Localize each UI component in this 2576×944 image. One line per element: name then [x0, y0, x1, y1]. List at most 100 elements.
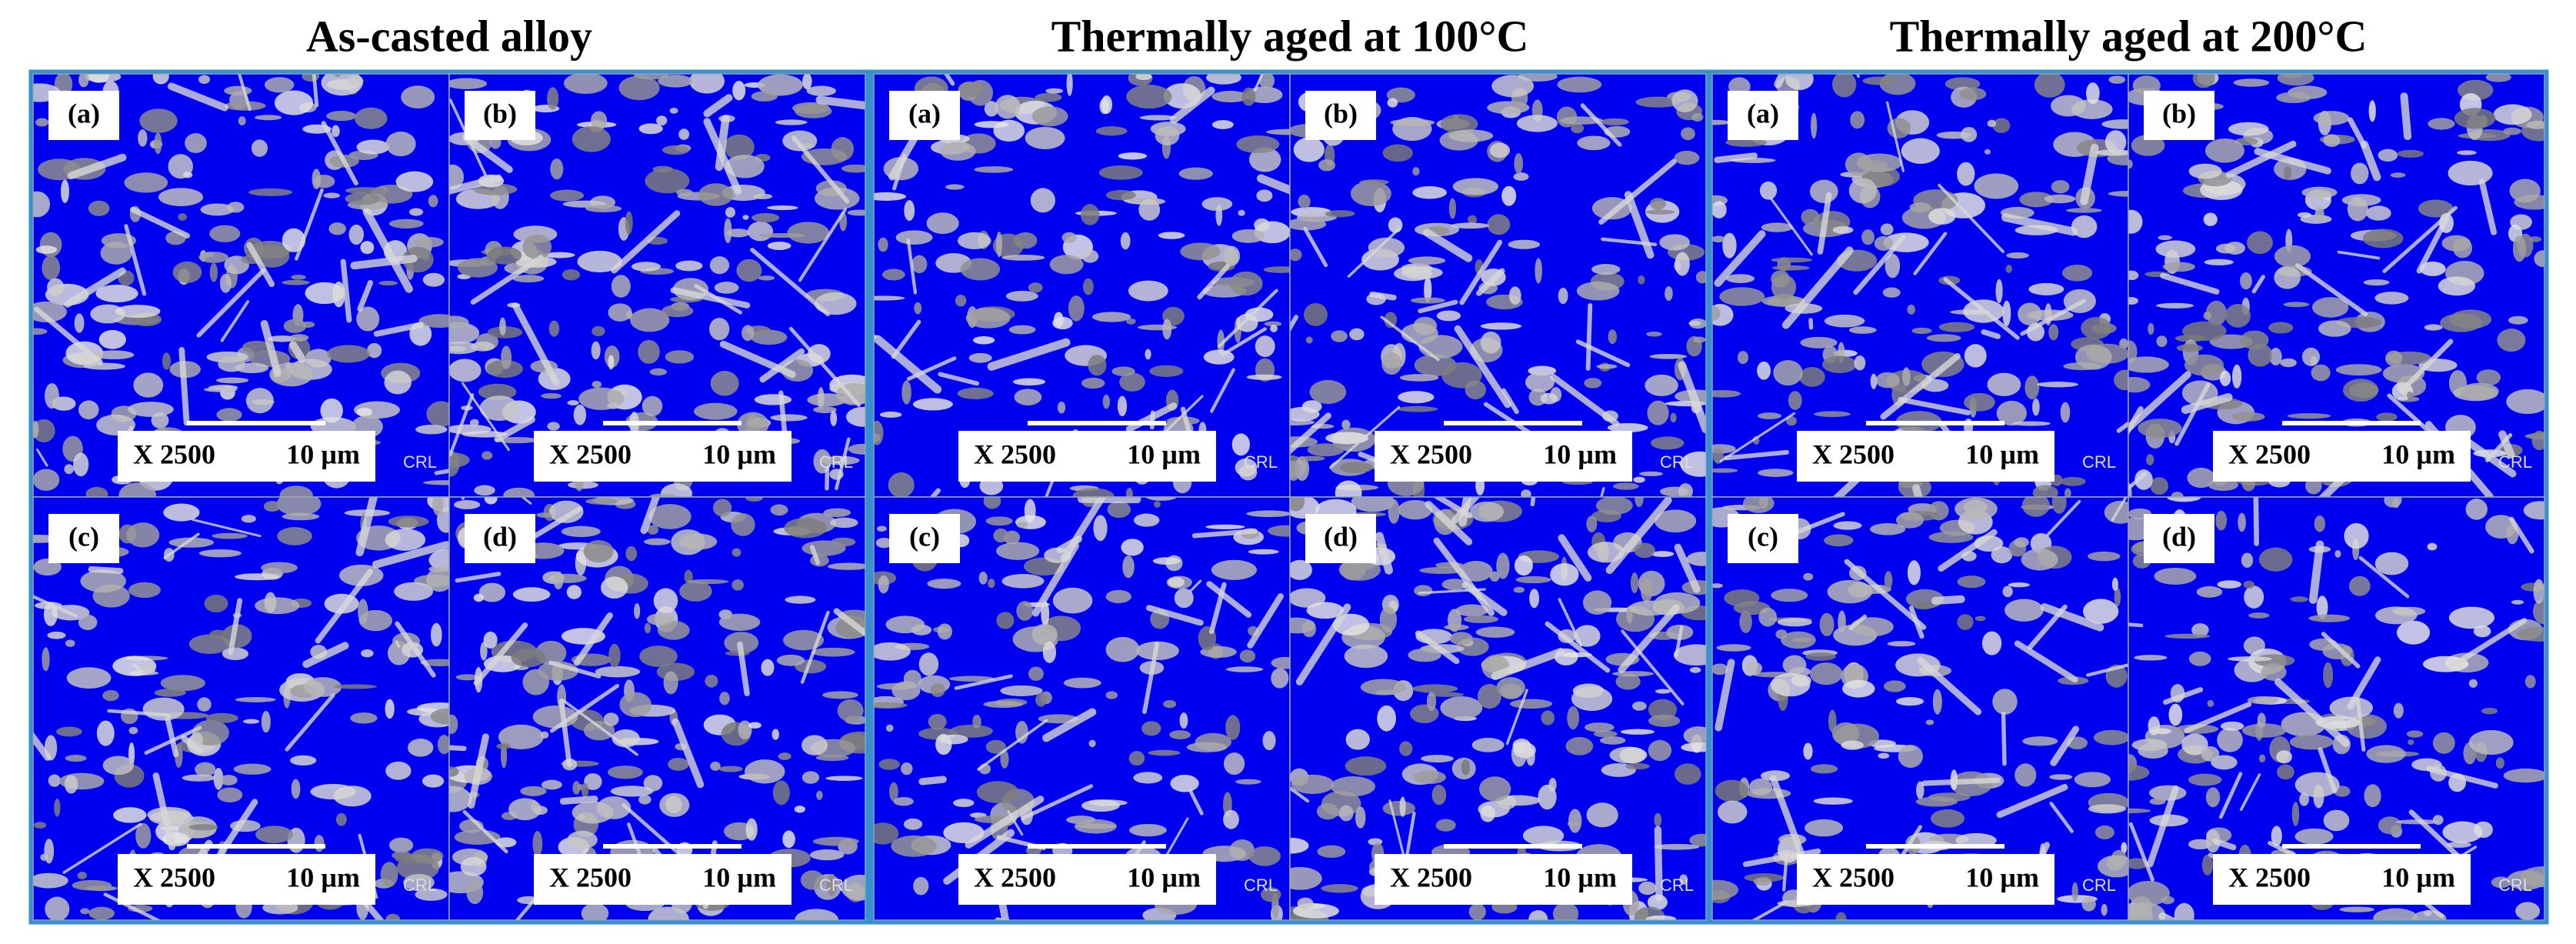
texture-streak	[1060, 497, 1107, 562]
texture	[2432, 732, 2455, 754]
texture	[238, 116, 246, 126]
texture	[874, 642, 911, 661]
texture	[1909, 202, 1931, 213]
texture	[478, 383, 517, 400]
magnification: X 2500	[133, 862, 215, 892]
texture	[725, 651, 750, 656]
texture	[1586, 802, 1618, 828]
texture-streak	[719, 340, 796, 379]
texture	[1771, 589, 1808, 602]
texture	[1290, 559, 1312, 580]
texture	[1412, 185, 1447, 199]
texture-streak	[1719, 412, 1796, 463]
texture	[1211, 91, 1249, 103]
texture-streak	[1769, 197, 1813, 256]
texture-streak	[1742, 848, 1821, 867]
texture	[1105, 691, 1118, 699]
texture	[2532, 598, 2544, 625]
texture	[449, 786, 472, 812]
texture-streak	[124, 224, 147, 296]
texture	[2215, 243, 2236, 254]
texture	[2512, 235, 2527, 262]
texture	[1987, 372, 2021, 396]
group-border	[1708, 69, 2549, 925]
texture	[802, 74, 812, 90]
texture	[147, 806, 191, 823]
texture	[2339, 906, 2375, 912]
texture	[45, 383, 59, 409]
texture	[1686, 552, 1706, 566]
texture	[1501, 185, 1517, 206]
micrograph	[1290, 497, 1706, 920]
texture	[1229, 271, 1263, 296]
texture	[709, 256, 730, 275]
texture	[953, 799, 975, 808]
texture	[1408, 648, 1441, 662]
texture-streak	[1886, 101, 1905, 172]
texture	[158, 188, 204, 207]
texture	[1491, 75, 1535, 98]
texture	[2051, 180, 2070, 194]
micrograph	[449, 74, 865, 497]
texture	[1582, 590, 1612, 615]
texture	[1827, 579, 1873, 604]
scale-text: 10 µm	[1543, 439, 1617, 469]
scale-text: 10 µm	[702, 439, 776, 469]
texture	[1072, 488, 1115, 497]
texture-streak	[2225, 140, 2297, 178]
texture	[644, 622, 651, 634]
texture	[1028, 282, 1043, 293]
texture-streak	[798, 208, 848, 282]
texture	[1831, 722, 1860, 746]
texture	[745, 497, 763, 502]
texture-streak	[373, 322, 425, 337]
texture-streak	[1145, 605, 1204, 626]
texture	[178, 213, 188, 221]
texture	[698, 183, 734, 206]
texture	[1465, 380, 1486, 400]
texture	[1235, 779, 1261, 785]
texture-streak	[1210, 368, 1235, 413]
texture	[1480, 322, 1522, 330]
texture	[1135, 74, 1152, 81]
texture	[1788, 391, 1802, 410]
texture	[198, 75, 211, 85]
texture	[1035, 692, 1047, 707]
panel-label: (a)	[68, 98, 100, 128]
texture	[251, 139, 268, 157]
texture	[2149, 785, 2187, 801]
texture	[1049, 255, 1084, 275]
texture	[1211, 559, 1258, 580]
texture	[33, 301, 67, 323]
texture	[2204, 138, 2244, 163]
texture	[828, 562, 865, 570]
texture-streak	[1295, 603, 1351, 685]
texture	[2291, 802, 2300, 826]
panel-label: (c)	[1748, 521, 1778, 552]
texture	[2257, 712, 2266, 728]
texture	[1080, 204, 1100, 225]
texture-streak	[2347, 656, 2381, 710]
texture-streak	[1454, 325, 1511, 409]
texture	[1163, 700, 1177, 709]
texture	[2095, 149, 2128, 156]
texture	[663, 671, 678, 695]
texture	[1712, 305, 1721, 321]
texture	[2520, 866, 2544, 888]
texture	[1712, 201, 1727, 218]
texture	[1712, 879, 1739, 900]
texture	[719, 692, 730, 705]
texture	[2301, 347, 2321, 366]
texture-streak	[494, 416, 535, 442]
texture	[1168, 577, 1185, 588]
texture	[1665, 401, 1706, 407]
texture-streak	[181, 735, 203, 754]
texture	[1689, 666, 1701, 673]
texture	[66, 667, 112, 689]
texture	[809, 849, 845, 861]
texture	[2152, 728, 2171, 735]
texture	[2162, 262, 2195, 272]
texture	[1463, 615, 1499, 623]
texture-streak	[1328, 405, 1401, 469]
texture	[1928, 208, 1956, 225]
